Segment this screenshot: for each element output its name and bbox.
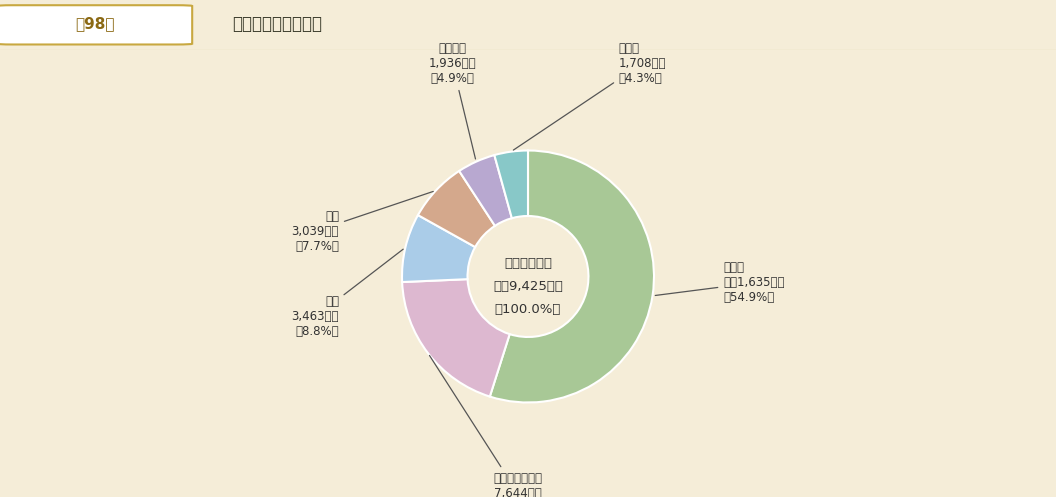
Text: 企業債発行額の状況: 企業債発行額の状況 bbox=[232, 15, 322, 33]
Text: 病院
3,463億円
（8.8%）: 病院 3,463億円 （8.8%） bbox=[291, 249, 403, 338]
Wedge shape bbox=[418, 171, 495, 247]
Wedge shape bbox=[490, 151, 654, 403]
Text: その他
1,708億円
（4.3%）: その他 1,708億円 （4.3%） bbox=[513, 42, 666, 150]
Text: ３兆9,425億円: ３兆9,425億円 bbox=[493, 280, 563, 293]
Wedge shape bbox=[459, 155, 512, 226]
Text: 企業債発行額: 企業債発行額 bbox=[504, 257, 552, 270]
FancyBboxPatch shape bbox=[0, 5, 192, 44]
Text: 交通
3,039億円
（7.7%）: 交通 3,039億円 （7.7%） bbox=[291, 191, 433, 252]
Wedge shape bbox=[494, 151, 528, 218]
Text: 下水道
２兆1,635億円
（54.9%）: 下水道 ２兆1,635億円 （54.9%） bbox=[656, 261, 785, 304]
Wedge shape bbox=[402, 279, 510, 397]
Text: 宅地造成
1,936億円
（4.9%）: 宅地造成 1,936億円 （4.9%） bbox=[429, 42, 476, 159]
Text: 水道（含簡水）
7,644億円
（19.4%）: 水道（含簡水） 7,644億円 （19.4%） bbox=[430, 355, 544, 497]
Wedge shape bbox=[402, 215, 475, 282]
Text: 第98図: 第98図 bbox=[75, 16, 115, 31]
Text: （100.0%）: （100.0%） bbox=[495, 303, 561, 316]
